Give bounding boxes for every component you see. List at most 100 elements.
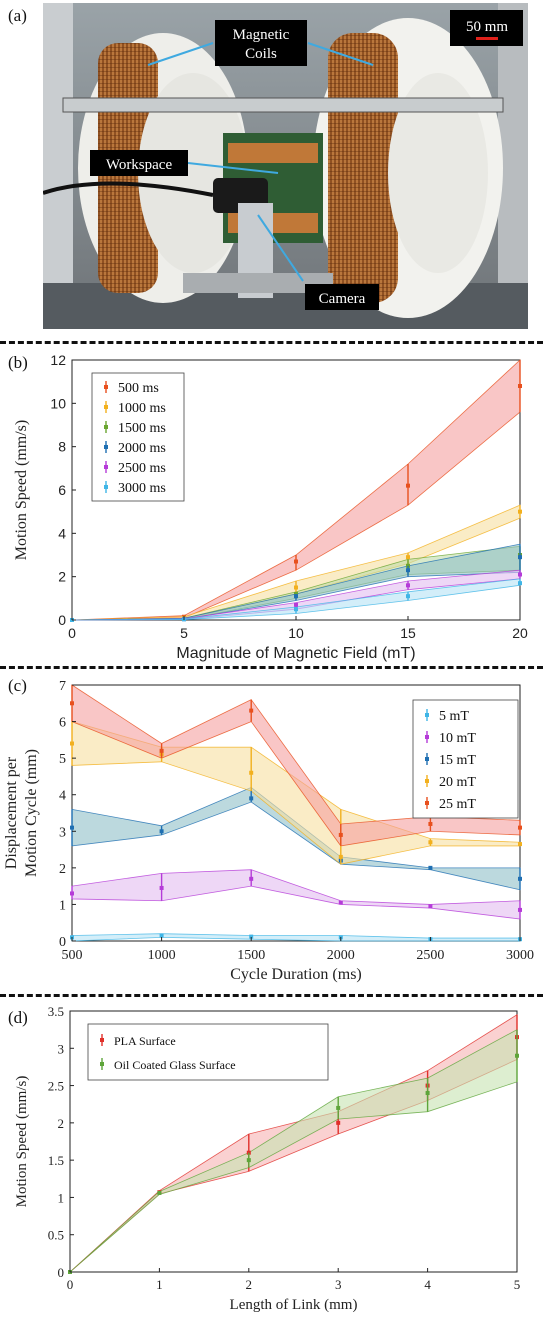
- ytick-d-6: 3: [58, 1041, 65, 1056]
- xtick-b-0: 0: [68, 625, 76, 641]
- legend-marker-c-2: [425, 757, 429, 761]
- point-c-2-2: [249, 796, 254, 801]
- legend-marker-c-1: [425, 735, 429, 739]
- point-d-1-1: [157, 1190, 162, 1195]
- point-c-4-3: [338, 832, 343, 837]
- xlabel-c: Cycle Duration (ms): [230, 966, 362, 983]
- point-c-2-1: [159, 829, 164, 834]
- legend-marker-c-0: [425, 713, 429, 717]
- ytick-b-4: 8: [58, 439, 66, 455]
- point-b-1-4: [518, 509, 522, 514]
- point-b-3-2: [294, 594, 298, 599]
- point-b-1-2: [294, 585, 298, 590]
- ytick-c-6: 6: [59, 716, 66, 731]
- panel-d: (d) 0 1 2 3 4 5 0 0.5 1 1.5 2 2.5 3 3.5 Length of Link…: [0, 1000, 543, 1319]
- legend-item-b-5: 3000 ms: [118, 481, 166, 496]
- legend-marker-d-0: [100, 1038, 104, 1042]
- point-c-2-5: [518, 876, 522, 881]
- legend-item-b-2: 1500 ms: [118, 421, 166, 436]
- legend-marker-b-2: [104, 425, 108, 429]
- point-b-1-3: [406, 555, 410, 560]
- ytick-c-7: 7: [59, 679, 66, 694]
- legend-marker-b-0: [104, 385, 108, 389]
- divider-1: [0, 341, 543, 344]
- legend-marker-b-1: [104, 405, 108, 409]
- panel-a-label: (a): [8, 6, 27, 25]
- ytick-d-5: 2.5: [48, 1079, 64, 1094]
- divider-3: [0, 994, 543, 997]
- xtick-c-3: 2000: [327, 948, 355, 963]
- point-c-4-2: [249, 708, 254, 713]
- point-c-2-0: [70, 825, 74, 830]
- xtick-b-2: 10: [288, 625, 304, 641]
- legend-item-d-1: Oil Coated Glass Surface: [114, 1058, 236, 1072]
- point-c-3-5: [518, 842, 522, 847]
- point-c-3-0: [70, 741, 74, 746]
- point-c-1-3: [338, 900, 343, 905]
- point-b-0-4: [518, 384, 522, 388]
- point-c-1-4: [428, 904, 433, 909]
- point-d-1-4: [425, 1091, 430, 1096]
- legend-item-c-1: 10 mT: [439, 731, 476, 746]
- ytick-c-2: 2: [59, 862, 66, 877]
- point-c-4-0: [70, 701, 74, 706]
- point-c-3-2: [249, 770, 254, 775]
- ytick-c-5: 5: [59, 752, 66, 767]
- point-c-4-5: [518, 825, 522, 830]
- xtick-d-4: 4: [424, 1277, 431, 1292]
- xtick-d-5: 5: [514, 1277, 521, 1292]
- label-workspace: Workspace: [106, 157, 173, 173]
- point-c-1-5: [518, 907, 522, 912]
- xlabel-d: Length of Link (mm): [230, 1297, 358, 1313]
- point-b-4-2: [294, 602, 298, 607]
- legend-marker-c-4: [425, 801, 429, 805]
- ytick-c-4: 4: [59, 789, 66, 804]
- panel-c-label: (c): [8, 676, 27, 695]
- legend-marker-b-3: [104, 445, 108, 449]
- xtick-b-4: 20: [512, 625, 528, 641]
- ytick-d-0: 0: [58, 1265, 65, 1280]
- point-c-1-2: [249, 876, 254, 881]
- legend-item-c-0: 5 mT: [439, 709, 469, 724]
- point-c-3-3: [338, 854, 343, 859]
- point-b-4-4: [518, 572, 522, 577]
- xtick-c-2: 1500: [237, 948, 265, 963]
- ytick-d-2: 1: [58, 1190, 65, 1205]
- legend-item-b-4: 2500 ms: [118, 461, 166, 476]
- xtick-d-3: 3: [335, 1277, 342, 1292]
- ytick-b-3: 6: [58, 482, 66, 498]
- legend-marker-d-1: [100, 1062, 104, 1066]
- legend-item-c-4: 25 mT: [439, 797, 476, 812]
- point-b-3-3: [406, 568, 410, 573]
- point-b-2-3: [406, 563, 410, 568]
- xtick-c-0: 500: [62, 948, 83, 963]
- ytick-b-5: 10: [50, 395, 66, 411]
- point-d-0-3: [336, 1120, 341, 1125]
- xtick-d-2: 2: [246, 1277, 253, 1292]
- label-camera: Camera: [319, 291, 366, 307]
- panel-b: (b) 0 5 10 15 20 0 2 4 6 8 10 12 Magnitude of Magnet…: [0, 347, 543, 662]
- ytick-d-7: 3.5: [48, 1004, 64, 1019]
- legend-b: [91, 372, 185, 502]
- ytick-b-2: 4: [58, 525, 66, 541]
- legend-item-c-3: 20 mT: [439, 775, 476, 790]
- chart-c: 500 1000 1500 2000 2500 3000 0 1 2 3 4 5 6 7 Cycle Dur…: [3, 679, 534, 983]
- ylabel-c-0: Displacement per: [3, 756, 20, 869]
- legend-item-c-2: 15 mT: [439, 753, 476, 768]
- ylabel-c-1: Motion Cycle (mm): [23, 749, 40, 877]
- point-c-0-2: [249, 934, 254, 939]
- ytick-d-4: 2: [58, 1116, 65, 1131]
- point-d-1-2: [246, 1158, 251, 1163]
- ytick-d-1: 0.5: [48, 1228, 64, 1243]
- label-coils: Coils: [245, 46, 277, 62]
- xtick-c-5: 3000: [506, 948, 534, 963]
- point-c-1-0: [70, 891, 74, 896]
- ytick-c-1: 1: [59, 898, 66, 913]
- ytick-c-0: 0: [59, 935, 66, 950]
- point-b-3-4: [518, 555, 522, 560]
- point-b-0-2: [294, 559, 298, 564]
- panel-c: (c) 500 1000 1500 2000 2500 3000 0 1 2 3 4 5 6 7 Cycle…: [0, 672, 543, 987]
- point-b-5-3: [406, 594, 410, 599]
- legend-marker-b-4: [104, 465, 108, 469]
- legend-item-b-3: 2000 ms: [118, 441, 166, 456]
